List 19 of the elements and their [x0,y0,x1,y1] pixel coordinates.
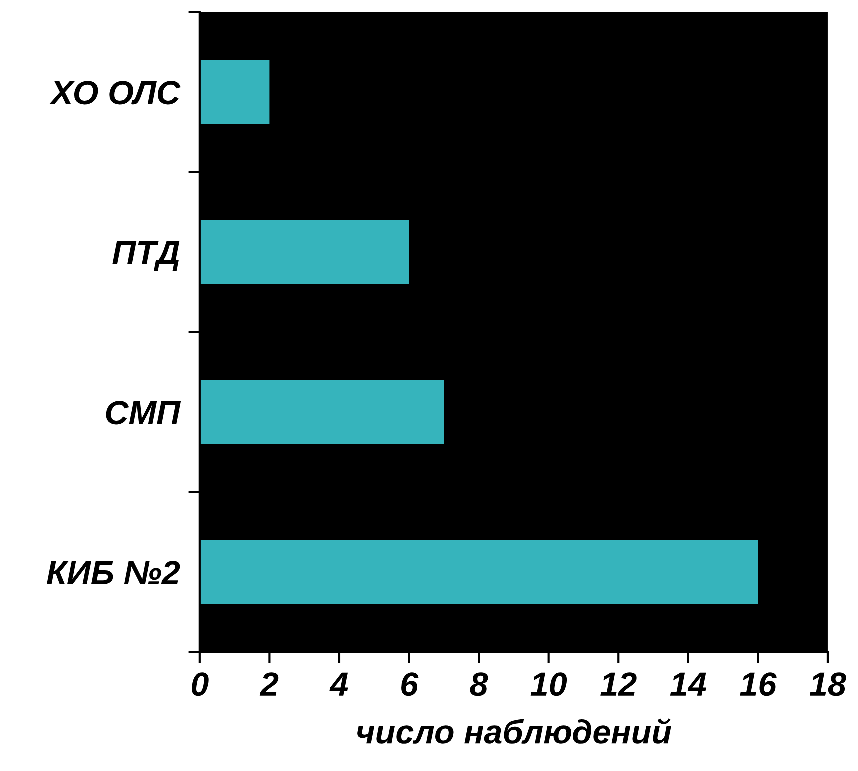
x-axis-title: число наблюдений [358,718,672,744]
x-tick-label: 18 [810,672,846,696]
x-tick-label: 16 [740,672,777,696]
y-tick-label: СМП [106,401,182,425]
x-tick-label: 2 [260,672,279,696]
y-tick-label: ХО ОЛС [50,81,181,105]
y-tick-label: КИБ №2 [47,561,180,584]
bar [200,540,758,604]
y-tick-label: ПТД [112,241,180,272]
bar [200,220,410,284]
x-tick-label: 12 [600,672,637,696]
x-tick-label: 6 [402,672,419,696]
x-tick-label: 10 [530,672,568,696]
x-tick-label: 4 [330,672,348,696]
x-tick-label: 0 [192,672,209,696]
bar [200,380,444,444]
x-tick-label: 8 [470,672,488,696]
x-tick-label: 14 [670,672,706,696]
bar [200,60,270,124]
